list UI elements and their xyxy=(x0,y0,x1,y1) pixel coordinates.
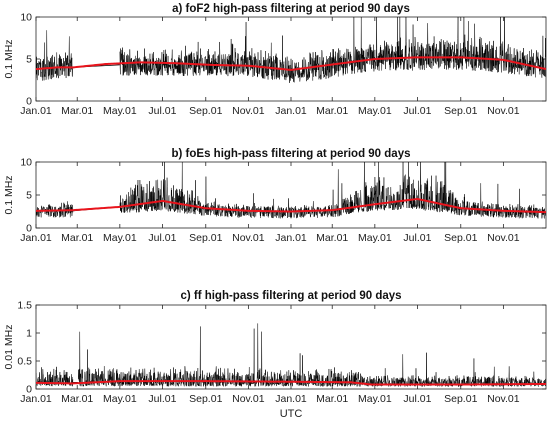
x-tick-label: Sep.01 xyxy=(189,232,222,244)
y-axis-label: 0.1 MHz xyxy=(3,39,15,78)
y-tick-label: 5 xyxy=(26,190,32,202)
y-tick-label: 5 xyxy=(26,54,32,66)
x-tick-label: Jul.01 xyxy=(403,105,431,117)
y-axis-label: 0.1 MHz xyxy=(3,175,15,214)
x-axis-label: UTC xyxy=(280,408,303,420)
chart-title: b) foEs high-pass filtering at period 90… xyxy=(172,148,411,160)
x-tick-label: Jan.01 xyxy=(20,105,52,117)
y-tick-label: 10 xyxy=(20,157,32,169)
x-tick-label: Jan.01 xyxy=(275,393,307,405)
filtered-series-line xyxy=(36,56,546,71)
x-tick-label: Jan.01 xyxy=(20,393,52,405)
raw-series-line xyxy=(36,323,546,388)
x-tick-label: Nov.01 xyxy=(487,232,520,244)
x-tick-label: Mar.01 xyxy=(316,393,348,405)
x-tick-label: Jul.01 xyxy=(403,232,431,244)
x-tick-label: Jul.01 xyxy=(148,232,176,244)
y-tick-label: 0 xyxy=(26,223,32,235)
x-tick-label: Mar.01 xyxy=(316,105,348,117)
y-tick-label: 10 xyxy=(20,12,32,24)
x-tick-label: Nov.01 xyxy=(487,105,520,117)
x-tick-label: Jan.01 xyxy=(275,105,307,117)
x-tick-label: Jul.01 xyxy=(148,105,176,117)
filtered-series-line xyxy=(36,380,546,386)
x-tick-label: May.01 xyxy=(103,105,137,117)
plot-series xyxy=(36,162,546,219)
x-tick-label: Sep.01 xyxy=(189,105,222,117)
y-tick-label: 1 xyxy=(26,328,32,340)
y-tick-label: 1.5 xyxy=(17,300,32,312)
x-tick-label: Mar.01 xyxy=(61,393,93,405)
x-tick-label: Nov.01 xyxy=(232,232,265,244)
chart-title: c) ff high-pass filtering at period 90 d… xyxy=(180,290,401,302)
raw-series-line xyxy=(36,17,546,83)
chart-panel-2: b) foEs high-pass filtering at period 90… xyxy=(3,148,547,244)
x-tick-label: Sep.01 xyxy=(444,105,477,117)
y-tick-label: 0 xyxy=(26,96,32,108)
x-tick-label: May.01 xyxy=(103,393,137,405)
x-tick-label: Mar.01 xyxy=(316,232,348,244)
x-tick-label: Sep.01 xyxy=(444,232,477,244)
x-tick-label: Nov.01 xyxy=(487,393,520,405)
x-tick-label: Jan.01 xyxy=(20,232,52,244)
x-tick-label: Sep.01 xyxy=(444,393,477,405)
x-tick-label: Jan.01 xyxy=(275,232,307,244)
x-tick-label: May.01 xyxy=(103,232,137,244)
y-axis-label: 0.01 MHz xyxy=(3,325,15,370)
plot-series xyxy=(36,17,546,83)
y-tick-label: 0 xyxy=(26,384,32,396)
x-tick-label: May.01 xyxy=(358,393,392,405)
filtered-series-line xyxy=(36,197,546,214)
raw-series-line xyxy=(36,162,546,219)
chart-panel-3: c) ff high-pass filtering at period 90 d… xyxy=(3,290,547,420)
x-tick-label: Mar.01 xyxy=(61,105,93,117)
x-tick-label: May.01 xyxy=(358,232,392,244)
plot-series xyxy=(36,323,546,388)
chart-title: a) foF2 high-pass filtering at period 90… xyxy=(172,3,410,15)
x-tick-label: Nov.01 xyxy=(232,393,265,405)
x-tick-label: Mar.01 xyxy=(61,232,93,244)
x-tick-label: Jul.01 xyxy=(148,393,176,405)
x-tick-label: May.01 xyxy=(358,105,392,117)
chart-panel-1: a) foF2 high-pass filtering at period 90… xyxy=(3,3,547,117)
y-tick-label: 0.5 xyxy=(17,356,32,368)
x-tick-label: Nov.01 xyxy=(232,105,265,117)
x-tick-label: Jul.01 xyxy=(403,393,431,405)
x-tick-label: Sep.01 xyxy=(189,393,222,405)
